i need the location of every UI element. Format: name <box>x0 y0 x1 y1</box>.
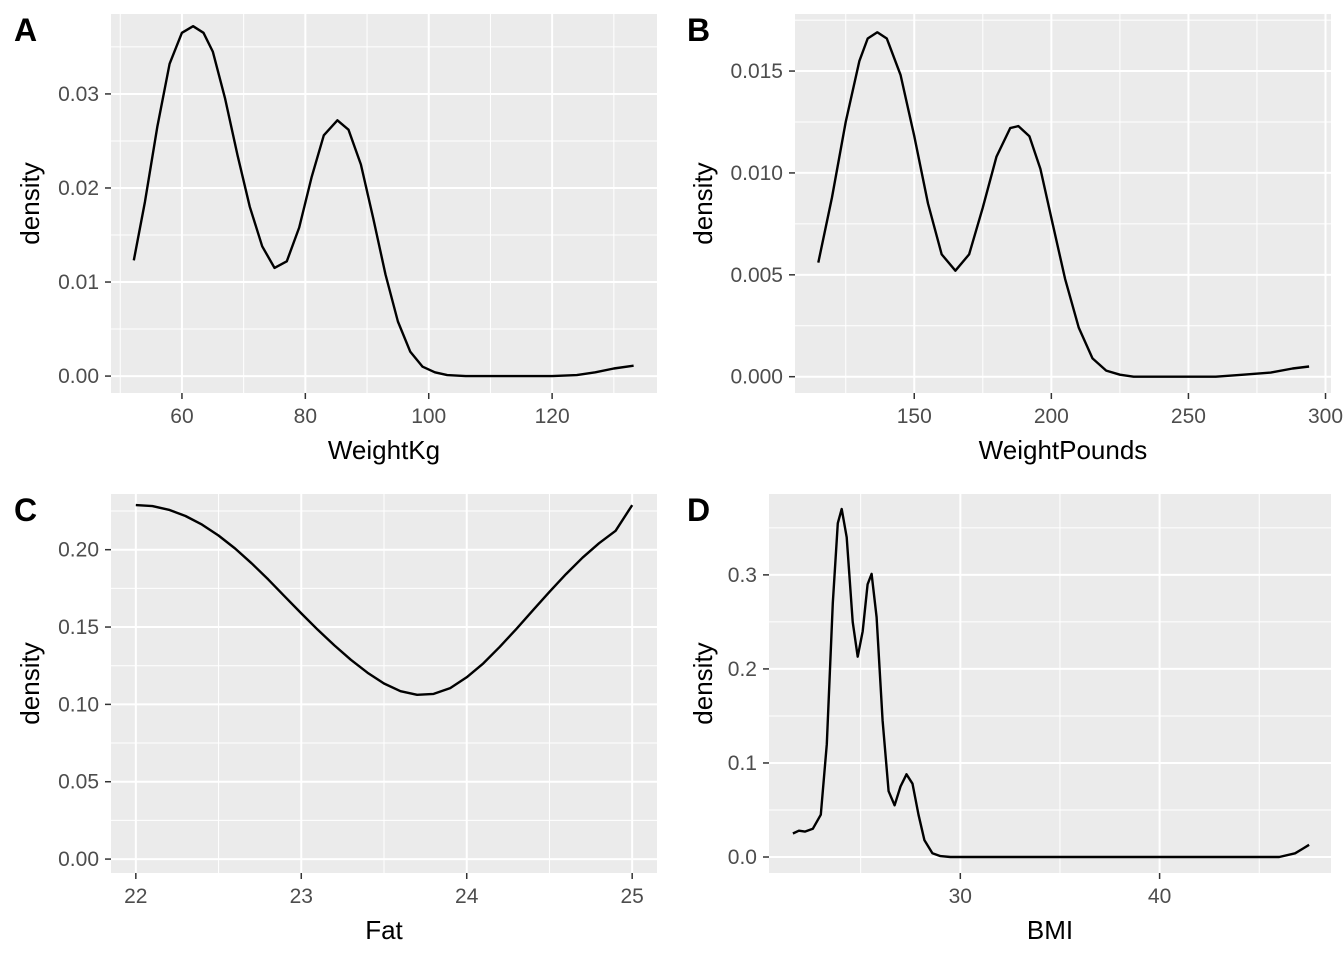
y-tick-label: 0.010 <box>730 162 783 185</box>
panels-group: 60 80 100 120 0.00 0.01 0.02 0.03 WeightKg densit… <box>14 12 1343 945</box>
y-tick-label: 0.20 <box>58 539 99 562</box>
x-tick-label: 120 <box>535 405 570 428</box>
density-curve <box>792 507 1310 859</box>
x-tick-label: 80 <box>294 405 317 428</box>
y-axis-title: density <box>688 162 718 244</box>
panel-tag-a: A <box>14 12 37 48</box>
y-tick-label: 0.01 <box>58 271 99 294</box>
panel-d: 30 40 0.0 0.1 0.2 0.3 BMI density D <box>687 492 1331 945</box>
y-tick-label: 0.1 <box>728 752 757 775</box>
y-tick-label: 0.3 <box>728 564 757 587</box>
y-tick-label: 0.00 <box>58 848 99 871</box>
y-tick-label: 0.005 <box>730 264 783 287</box>
x-axis-title: WeightKg <box>328 435 440 465</box>
plot-panel-background <box>795 14 1331 393</box>
panel-tag-d: D <box>687 492 710 528</box>
panel-c: 22 23 24 25 0.00 0.05 0.10 0.15 0.20 Fat density C <box>14 492 657 945</box>
x-axis-title: WeightPounds <box>979 435 1148 465</box>
x-axis-title: Fat <box>365 915 403 945</box>
y-tick-label: 0.00 <box>58 365 99 388</box>
x-tick-label: 24 <box>455 885 479 908</box>
x-tick-label: 250 <box>1171 405 1206 428</box>
x-tick-label: 25 <box>621 885 644 908</box>
y-tick-label: 0.0 <box>728 846 757 869</box>
density-curve <box>135 503 634 696</box>
panel-tag-b: B <box>687 12 710 48</box>
y-axis-title: density <box>688 642 718 724</box>
y-tick-label: 0.05 <box>58 771 99 794</box>
y-tick-label: 0.02 <box>58 177 99 200</box>
x-tick-label: 23 <box>290 885 313 908</box>
x-tick-label: 100 <box>411 405 446 428</box>
y-tick-label: 0.15 <box>58 616 99 639</box>
density-curve <box>132 25 634 378</box>
x-tick-label: 300 <box>1308 405 1343 428</box>
y-tick-label: 0.03 <box>58 83 99 106</box>
plot-panel-background <box>111 14 657 393</box>
plot-panel-background <box>769 494 1331 873</box>
panel-a: 60 80 100 120 0.00 0.01 0.02 0.03 WeightKg densit… <box>14 12 657 465</box>
y-tick-label: 0.000 <box>730 366 783 389</box>
x-tick-label: 150 <box>897 405 932 428</box>
y-tick-label: 0.2 <box>728 658 757 681</box>
panel-tag-c: C <box>14 492 37 528</box>
x-tick-label: 40 <box>1148 885 1171 908</box>
panel-b: 150 200 250 300 0.000 0.005 0.010 0.015 WeightPo… <box>687 12 1343 465</box>
y-tick-label: 0.10 <box>58 693 99 716</box>
y-axis-title: density <box>15 642 45 724</box>
y-tick-label: 0.015 <box>730 60 783 83</box>
x-tick-label: 200 <box>1034 405 1069 428</box>
x-tick-label: 22 <box>124 885 147 908</box>
y-axis-title: density <box>15 162 45 244</box>
density-curve <box>817 31 1310 378</box>
x-axis-title: BMI <box>1027 915 1073 945</box>
x-tick-label: 30 <box>949 885 972 908</box>
x-tick-label: 60 <box>170 405 193 428</box>
